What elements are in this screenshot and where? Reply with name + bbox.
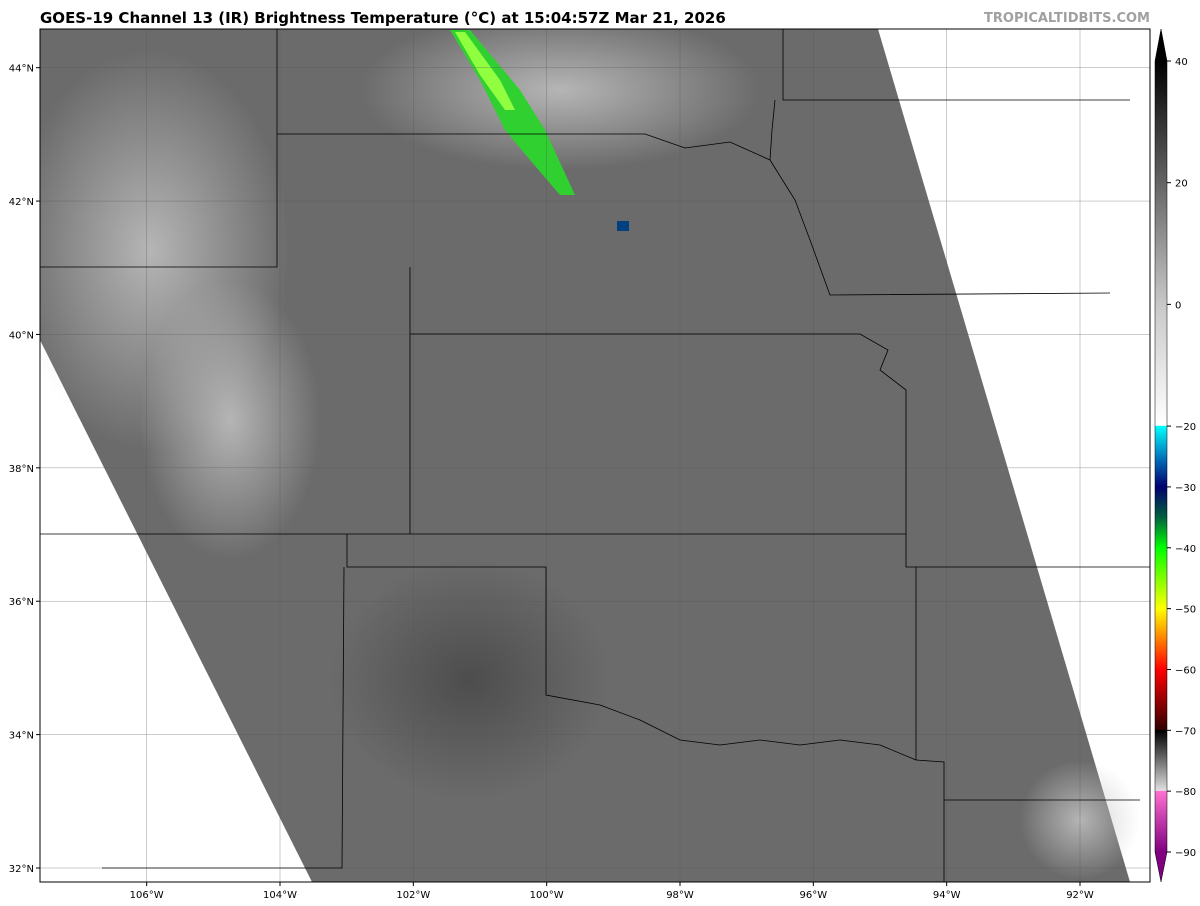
lat-tick-label: 44°N	[9, 64, 34, 75]
satellite-swath	[40, 29, 1130, 882]
colorbar-tick-label: −20	[1175, 422, 1196, 433]
longitude-ticks: 106°W 104°W 102°W 100°W 98°W 96°W 94°W 92°W	[130, 882, 1094, 901]
colorbar-tick-label: −30	[1175, 483, 1196, 494]
colorbar-tick-label: −80	[1175, 787, 1196, 798]
lat-tick-label: 36°N	[9, 597, 34, 608]
colorbar-tick-label: −60	[1175, 665, 1196, 676]
colorbar-tick-label: −70	[1175, 726, 1196, 737]
lon-tick-label: 104°W	[263, 890, 297, 901]
state-borders	[40, 29, 1150, 882]
colorbar-ticks: 40 20 0 −20 −30 −40 −50 −60 −70 −80 −90	[1167, 57, 1196, 859]
lon-tick-label: 94°W	[933, 890, 961, 901]
lon-tick-label: 92°W	[1066, 890, 1094, 901]
map-border	[39, 28, 1151, 883]
lat-tick-label: 38°N	[9, 464, 34, 475]
lon-tick-label: 106°W	[130, 890, 164, 901]
lat-tick-label: 42°N	[9, 197, 34, 208]
lon-tick-label: 96°W	[800, 890, 828, 901]
colorbar-tick-label: −90	[1175, 848, 1196, 859]
graticule	[40, 29, 1150, 882]
colorbar-tick-label: −40	[1175, 544, 1196, 555]
brand-watermark: TROPICALTIDBITS.COM	[984, 11, 1150, 26]
lon-tick-label: 100°W	[530, 890, 564, 901]
latitude-ticks: 44°N 42°N 40°N 38°N 36°N 34°N 32°N	[9, 64, 40, 875]
colorbar-tick-label: −50	[1175, 605, 1196, 616]
lat-tick-label: 40°N	[9, 330, 34, 341]
colorbar-tick-label: 20	[1175, 179, 1188, 190]
lon-tick-label: 98°W	[666, 890, 694, 901]
colorbar-tick-label: 40	[1175, 57, 1188, 68]
map-frame	[40, 29, 1150, 882]
lat-tick-label: 32°N	[9, 864, 34, 875]
colorbar-tick-label: 0	[1175, 300, 1181, 311]
colorbar-bar	[1154, 28, 1168, 883]
lat-tick-label: 34°N	[9, 731, 34, 742]
lon-tick-label: 102°W	[396, 890, 430, 901]
colorbar: 40 20 0 −20 −30 −40 −50 −60 −70 −80 −90	[1154, 28, 1196, 883]
map-title: GOES-19 Channel 13 (IR) Brightness Tempe…	[40, 9, 726, 27]
